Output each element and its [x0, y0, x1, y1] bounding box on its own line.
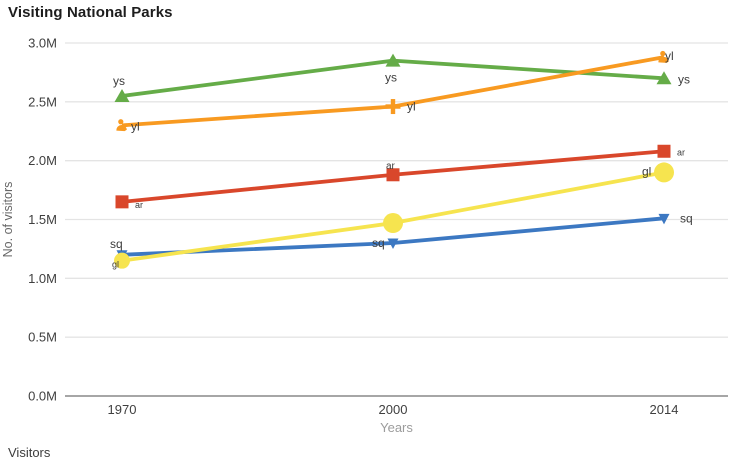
marker-yl-1970[interactable]	[118, 119, 124, 125]
x-axis-title: Years	[380, 420, 413, 435]
point-label-ys-2000: ys	[385, 71, 397, 85]
point-label-ys-1970: ys	[113, 74, 125, 88]
marker-ar-2000[interactable]	[386, 168, 400, 182]
point-label-gl-1970: gl	[112, 260, 119, 270]
page-title: Visiting National Parks	[8, 4, 173, 21]
y-tick-label: 3.0M	[28, 36, 57, 51]
marker-yl-2000[interactable]	[390, 99, 396, 115]
point-label-ys-2014: ys	[678, 72, 690, 86]
marker-gl-1970[interactable]	[114, 252, 130, 269]
point-label-yl-1970: yl	[131, 119, 140, 133]
point-label-sq-1970: sq	[110, 237, 123, 251]
marker-sq-2000[interactable]	[387, 238, 399, 250]
point-label-yl-2014: yl	[665, 49, 674, 63]
marker-sq-2014[interactable]	[658, 213, 670, 225]
point-label-gl-2014: gl	[642, 164, 651, 178]
y-tick-label: 0.0M	[28, 389, 57, 404]
marker-yl-1970[interactable]	[116, 124, 127, 132]
chart-footer-label: Visitors	[8, 445, 51, 460]
point-label-ar-2014: ar	[677, 147, 685, 157]
x-tick-label: 1970	[108, 402, 137, 417]
point-label-sq-2014: sq	[680, 211, 693, 225]
y-tick-label: 1.0M	[28, 271, 57, 286]
y-tick-label: 2.5M	[28, 94, 57, 109]
y-axis-title: No. of visitors	[1, 182, 15, 258]
marker-ar-2014[interactable]	[657, 144, 671, 158]
y-tick-label: 0.5M	[28, 330, 57, 345]
point-label-ar-2000: ar	[386, 161, 396, 172]
marker-ar-1970[interactable]	[115, 195, 129, 209]
marker-gl-2000[interactable]	[383, 213, 403, 234]
marker-ys-2000[interactable]	[385, 53, 401, 67]
x-tick-label: 2000	[379, 402, 408, 417]
marker-yl-2014[interactable]	[660, 50, 666, 57]
marker-gl-2014[interactable]	[654, 162, 674, 183]
series-line-yl	[121, 55, 665, 128]
y-tick-label: 2.0M	[28, 153, 57, 168]
marker-yl-2014[interactable]	[658, 56, 669, 63]
y-tick-label: 1.5M	[28, 212, 57, 227]
x-tick-label: 2014	[650, 402, 679, 417]
marker-ys-2014[interactable]	[656, 71, 672, 85]
point-label-yl-2000: yl	[407, 100, 416, 114]
point-label-sq-2000: sq	[372, 236, 385, 250]
point-label-ar-1970: ar	[135, 200, 143, 210]
marker-ys-1970[interactable]	[114, 88, 130, 102]
